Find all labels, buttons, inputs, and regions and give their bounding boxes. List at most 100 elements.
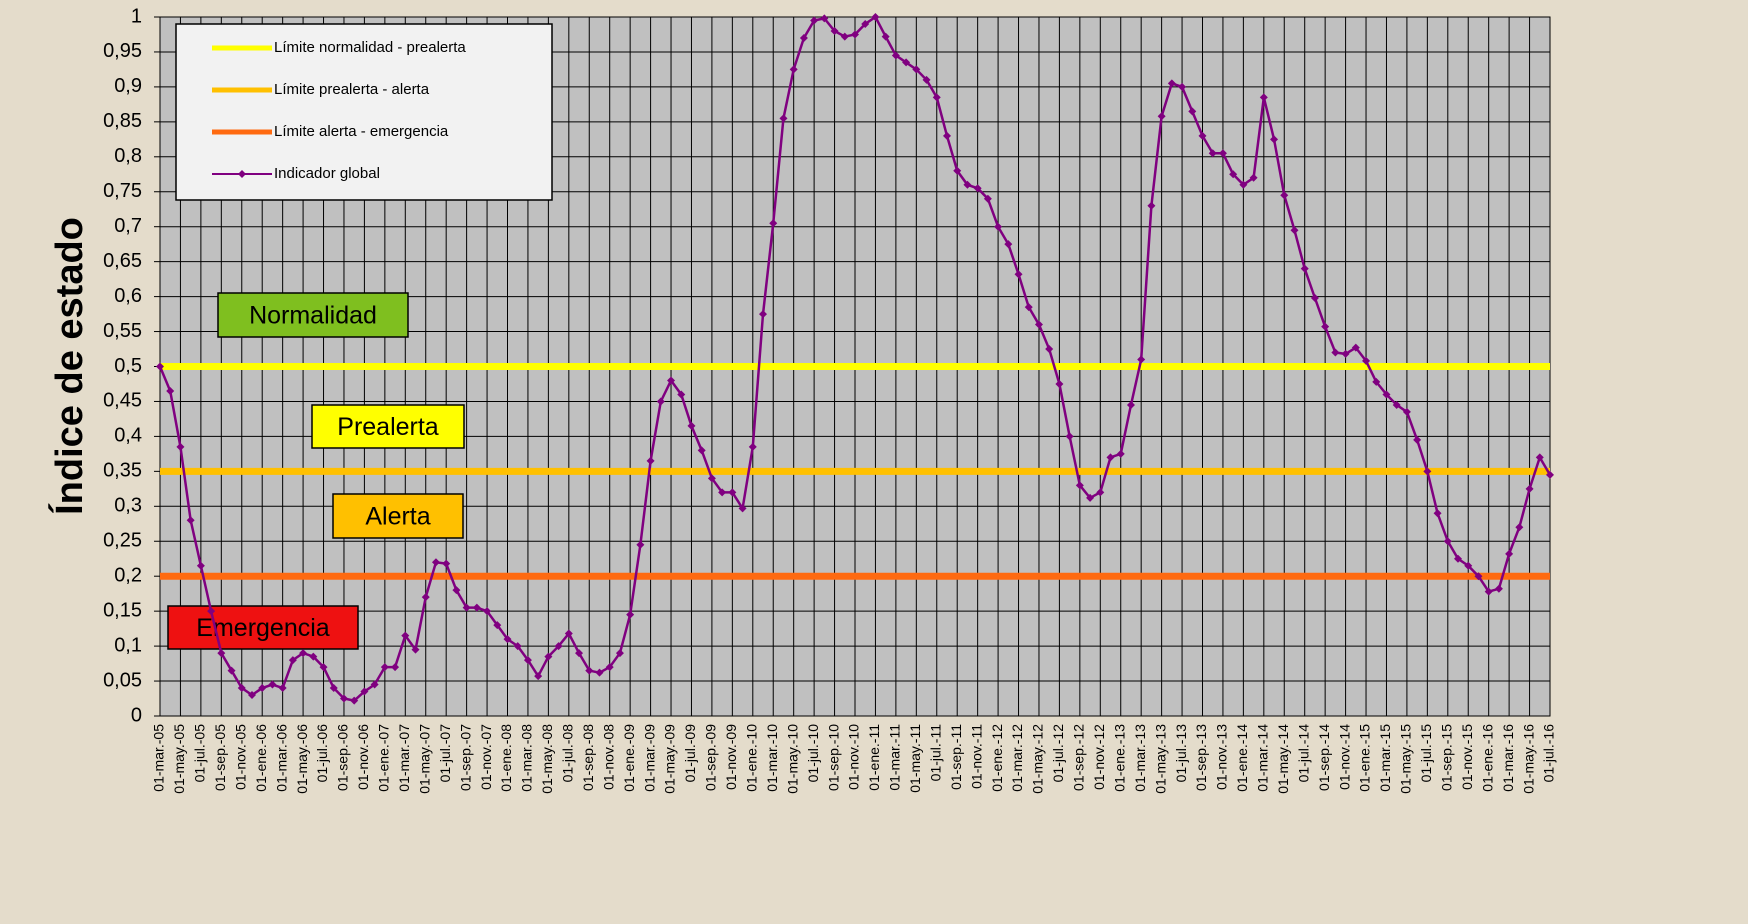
x-tick-label: 01-mar.-16 [1500, 724, 1516, 792]
point [237, 684, 246, 693]
x-tick-label: 01-nov.-15 [1459, 724, 1475, 790]
point [1188, 107, 1197, 116]
point [1259, 93, 1268, 102]
x-tick-label: 01-mar.-12 [1009, 724, 1025, 792]
point [1443, 537, 1452, 546]
point [973, 184, 982, 193]
x-tick-label: 01-may.-14 [1275, 724, 1291, 794]
x-tick-label: 01-nov.-12 [1091, 724, 1107, 790]
point [748, 442, 757, 451]
point [217, 649, 226, 658]
point [687, 421, 696, 430]
point [799, 33, 808, 42]
x-tick-label: 01-may.-09 [662, 724, 678, 794]
point [1208, 149, 1217, 158]
point [575, 649, 584, 658]
point [1321, 322, 1330, 331]
x-tick-label: 01-ene.-10 [743, 724, 759, 792]
y-tick-label: 0,25 [103, 530, 142, 552]
x-tick-label: 01-mar.-14 [1255, 724, 1271, 792]
point [329, 684, 338, 693]
x-tick-label: 01-jul.-12 [1050, 724, 1066, 783]
point [1341, 349, 1350, 358]
point [268, 680, 277, 689]
x-tick-label: 01-ene.-13 [1111, 724, 1127, 792]
point [1494, 584, 1503, 593]
x-tick-label: 01-may.-10 [784, 724, 800, 794]
point [503, 635, 512, 644]
point [585, 666, 594, 675]
point [759, 310, 768, 319]
y-tick-label: 0,75 [103, 180, 142, 202]
point [636, 540, 645, 549]
x-tick-label: 01-may.-08 [539, 724, 555, 794]
point [391, 663, 400, 672]
point [922, 75, 931, 84]
point [1014, 270, 1023, 279]
point [196, 561, 205, 570]
point [983, 194, 992, 203]
x-tick-label: 01-mar.-05 [151, 724, 167, 792]
x-tick-label: 01-nov.-07 [478, 724, 494, 790]
point [963, 180, 972, 189]
point [820, 14, 829, 23]
point [534, 672, 543, 681]
x-tick-label: 01-mar.-11 [887, 724, 903, 791]
point [523, 656, 532, 665]
y-tick-label: 1 [131, 5, 142, 27]
point [1525, 484, 1534, 493]
point [707, 474, 716, 483]
x-tick-label: 01-jul.-05 [192, 724, 208, 783]
point [411, 645, 420, 654]
x-tick-label: 01-mar.-13 [1132, 724, 1148, 792]
x-tick-label: 01-jul.-07 [437, 724, 453, 783]
point [994, 222, 1003, 231]
point [646, 456, 655, 465]
y-axis-label: Índice de estado [47, 217, 91, 515]
point [1433, 509, 1442, 518]
point [1086, 493, 1095, 502]
point [1535, 453, 1544, 462]
legend-box [175, 23, 553, 201]
x-tick-label: 01-sep.-10 [825, 724, 841, 791]
y-tick-label: 0,45 [103, 390, 142, 412]
x-tick-label: 01-sep.-08 [580, 724, 596, 791]
zone-box [311, 404, 465, 449]
point [1147, 201, 1156, 210]
point [677, 390, 686, 399]
x-tick-label: 01-ene.-14 [1234, 724, 1250, 792]
point [350, 696, 359, 705]
x-tick-label: 01-sep.-15 [1438, 724, 1454, 791]
x-tick-label: 01-jul.-06 [314, 724, 330, 783]
point [1106, 453, 1115, 462]
point [472, 603, 481, 612]
point [1310, 293, 1319, 302]
x-tick-label: 01-mar.-15 [1377, 724, 1393, 792]
y-tick-label: 0,65 [103, 250, 142, 272]
point [1300, 264, 1309, 273]
x-tick-label: 01-jul.-13 [1173, 724, 1189, 783]
point [1454, 554, 1463, 563]
x-tick-label: 01-may.-12 [1030, 724, 1046, 794]
point [1065, 432, 1074, 441]
x-tick-label: 01-may.-11 [907, 724, 923, 793]
x-tick-label: 01-sep.-14 [1316, 724, 1332, 791]
point [1392, 400, 1401, 409]
legend-label: Límite normalidad - prealerta [274, 39, 466, 56]
point [1402, 407, 1411, 416]
y-tick-label: 0,85 [103, 110, 142, 132]
point [288, 656, 297, 665]
y-tick-label: 0,1 [114, 634, 142, 656]
x-tick-label: 01-may.-15 [1398, 724, 1414, 794]
point [1362, 356, 1371, 365]
point [309, 652, 318, 661]
x-tick-label: 01-ene.-09 [621, 724, 637, 792]
point [595, 668, 604, 677]
point [1515, 523, 1524, 532]
point [186, 516, 195, 525]
y-tick-label: 0,2 [114, 564, 142, 586]
point [442, 559, 451, 568]
point [1034, 320, 1043, 329]
